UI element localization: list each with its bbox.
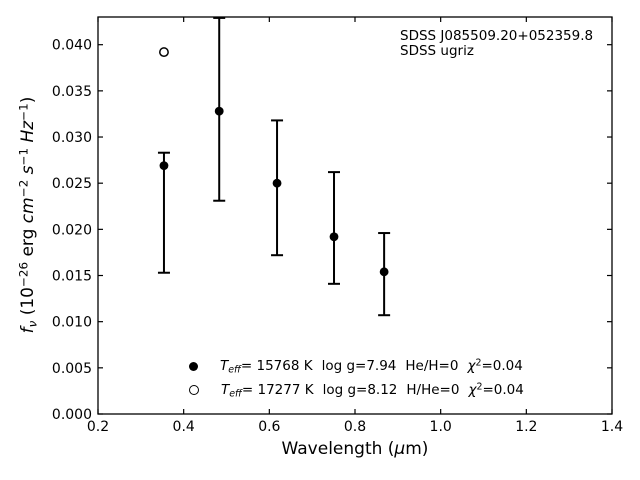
data-point-open bbox=[159, 47, 169, 58]
data-point-filled bbox=[272, 178, 282, 188]
y-axis-label-text: (10 bbox=[18, 287, 38, 321]
x-tick-label: 1.4 bbox=[601, 419, 623, 435]
annotation-survey: SDSS ugriz bbox=[400, 43, 474, 59]
x-tick-label: 0.8 bbox=[344, 419, 366, 435]
data-point-filled bbox=[329, 232, 339, 242]
x-tick-label: 0.4 bbox=[173, 419, 195, 435]
x-axis-label-unit: m) bbox=[405, 439, 429, 459]
x-tick-label: 0.2 bbox=[87, 419, 109, 435]
y-tick-label: 0.030 bbox=[52, 130, 92, 146]
data-point-filled bbox=[379, 267, 389, 277]
x-tick-label: 1.0 bbox=[430, 419, 452, 435]
x-tick-label: 1.2 bbox=[515, 419, 537, 435]
y-tick-label: 0.015 bbox=[52, 269, 92, 285]
x-axis-label: Wavelength (μm) bbox=[98, 439, 612, 459]
exponent: −2 bbox=[16, 179, 31, 198]
y-tick-label: 0.040 bbox=[52, 38, 92, 54]
s-symbol: s bbox=[18, 165, 38, 175]
exponent: −1 bbox=[16, 103, 31, 121]
exponent: −1 bbox=[16, 147, 31, 166]
annotation-object-id: SDSS J085509.20+052359.8 bbox=[400, 28, 594, 44]
filled-circle-icon bbox=[189, 361, 198, 371]
open-circle-icon bbox=[189, 385, 199, 395]
nu-subscript: ν bbox=[25, 320, 40, 328]
y-axis-label: fν (10−26 erg cm−2 s−1 Hz−1) bbox=[16, 96, 40, 334]
y-tick-label: 0.035 bbox=[52, 84, 92, 100]
data-point-filled bbox=[159, 161, 169, 171]
exponent: −26 bbox=[16, 261, 31, 288]
x-axis-label-text: Wavelength ( bbox=[281, 439, 395, 459]
y-tick-label: 0.010 bbox=[52, 315, 92, 331]
hz-symbol: Hz bbox=[18, 120, 38, 143]
x-tick-label: 0.6 bbox=[258, 419, 280, 435]
cm-symbol: cm bbox=[18, 197, 38, 224]
mu-symbol: μ bbox=[394, 439, 406, 459]
y-axis-label-unit: erg bbox=[18, 223, 38, 262]
y-tick-label: 0.020 bbox=[52, 222, 92, 238]
y-tick-label: 0.005 bbox=[52, 361, 92, 377]
data-point-filled bbox=[214, 106, 224, 116]
y-tick-label: 0.025 bbox=[52, 176, 92, 192]
flux-symbol: f bbox=[18, 327, 38, 334]
annotation: SDSS J085509.20+052359.8 SDSS ugriz bbox=[400, 29, 593, 59]
y-tick-label: 0.000 bbox=[52, 407, 92, 423]
